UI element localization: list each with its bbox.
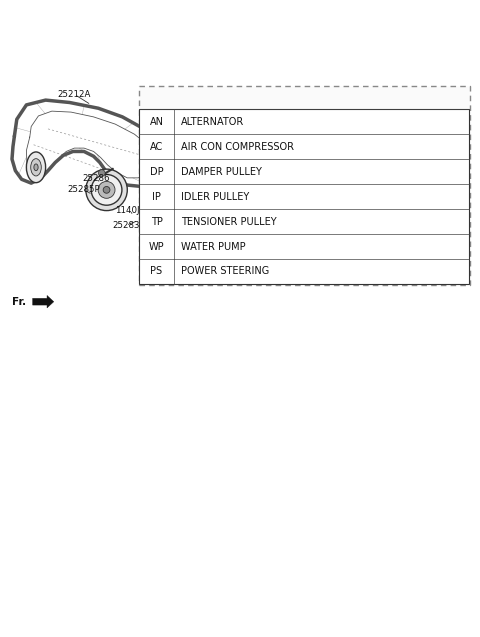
Ellipse shape [26,152,46,183]
Text: PS: PS [372,201,387,215]
Text: Fr.: Fr. [12,297,26,306]
Circle shape [199,173,206,181]
Text: DAMPER PULLEY: DAMPER PULLEY [181,167,262,176]
Circle shape [214,156,218,161]
Text: 25281: 25281 [149,238,177,247]
Circle shape [214,196,257,240]
Circle shape [275,229,280,235]
Circle shape [159,211,186,238]
Circle shape [343,148,348,154]
Text: 25100: 25100 [178,208,206,217]
Text: 1430JB: 1430JB [191,153,222,162]
Circle shape [98,169,105,176]
Text: IP: IP [209,191,218,201]
FancyBboxPatch shape [139,86,470,285]
Circle shape [86,169,127,211]
Text: WP: WP [149,241,164,252]
Circle shape [170,222,176,228]
Circle shape [288,147,293,152]
Circle shape [175,229,209,264]
Text: POWER STEERING: POWER STEERING [181,266,269,276]
Circle shape [156,144,163,152]
Text: TP: TP [228,213,242,223]
Text: AN: AN [149,117,164,127]
Circle shape [368,210,373,216]
Circle shape [268,156,274,162]
Text: AC: AC [183,240,201,253]
Text: DP: DP [263,240,280,253]
Text: 21355D: 21355D [236,165,271,174]
Ellipse shape [31,159,41,176]
Circle shape [146,127,209,189]
Bar [139,109,469,284]
Circle shape [165,196,190,220]
Circle shape [251,226,291,267]
Circle shape [239,214,304,279]
Circle shape [362,191,396,225]
Text: 25285P: 25285P [68,185,100,194]
Text: WP: WP [292,147,312,159]
Circle shape [166,218,180,232]
Circle shape [268,216,274,222]
Circle shape [195,178,232,214]
Circle shape [157,188,198,228]
Circle shape [285,136,320,170]
Text: AC: AC [150,141,163,152]
Circle shape [103,187,110,193]
Ellipse shape [34,164,38,171]
Circle shape [314,245,320,250]
Circle shape [372,174,378,180]
Circle shape [355,228,360,234]
Circle shape [314,145,320,150]
Text: IP: IP [152,192,161,201]
Circle shape [275,125,330,181]
Text: 25221: 25221 [178,136,206,145]
Text: AIR CON COMPRESSOR: AIR CON COMPRESSOR [181,141,294,152]
Text: PS: PS [150,266,163,276]
Text: 21355E: 21355E [233,159,266,168]
Text: WATER PUMP: WATER PUMP [181,241,246,252]
Text: TP: TP [151,217,162,227]
Circle shape [91,175,122,205]
Text: 25124F: 25124F [219,129,252,138]
Text: 25283: 25283 [112,221,140,230]
Polygon shape [157,211,188,237]
Circle shape [170,150,185,166]
Text: ALTERNATOR: ALTERNATOR [181,117,244,127]
Polygon shape [247,145,380,249]
Circle shape [351,180,407,236]
Text: AN: AN [169,203,186,213]
Polygon shape [33,296,54,308]
Circle shape [164,218,220,275]
Circle shape [202,185,225,208]
Circle shape [194,169,211,186]
Circle shape [98,182,115,198]
Text: DP: DP [150,167,163,176]
Text: 25286: 25286 [82,174,110,183]
Text: TENSIONER PULLEY: TENSIONER PULLEY [181,217,276,227]
Text: 1123GF: 1123GF [142,136,175,145]
Circle shape [291,239,297,245]
Text: IDLER PULLEY: IDLER PULLEY [181,192,249,201]
Polygon shape [182,160,221,193]
Text: 1140JF: 1140JF [115,206,144,215]
Circle shape [337,241,343,247]
Circle shape [374,190,380,196]
Text: 25212A: 25212A [58,90,91,99]
Circle shape [140,209,146,215]
Circle shape [363,160,369,166]
Circle shape [222,204,249,231]
